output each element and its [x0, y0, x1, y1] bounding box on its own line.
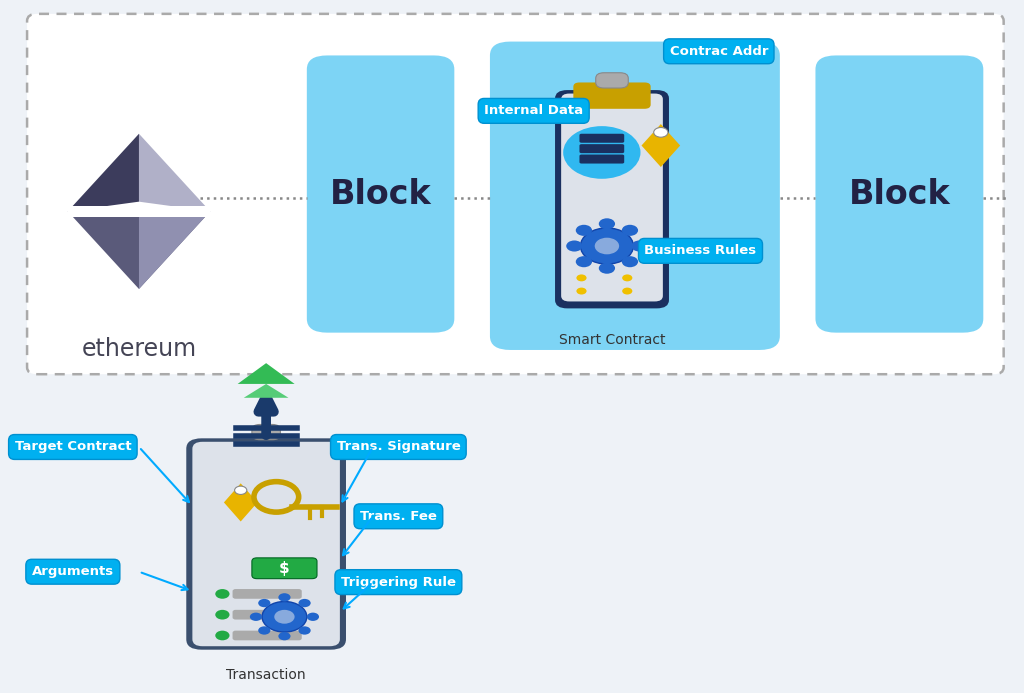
Circle shape [298, 599, 310, 607]
Circle shape [563, 126, 640, 179]
Text: Trans. Signature: Trans. Signature [337, 441, 460, 453]
Text: Business Rules: Business Rules [644, 245, 757, 257]
Circle shape [258, 626, 270, 635]
Circle shape [632, 240, 647, 252]
Circle shape [622, 225, 638, 236]
Circle shape [566, 240, 583, 252]
Circle shape [599, 218, 615, 229]
Circle shape [274, 610, 295, 624]
Text: Block: Block [330, 177, 431, 211]
FancyBboxPatch shape [815, 55, 983, 333]
Text: ethereum: ethereum [82, 337, 197, 362]
Circle shape [215, 589, 229, 599]
Text: Contrac Addr: Contrac Addr [670, 45, 768, 58]
Text: Transaction: Transaction [226, 668, 306, 683]
Circle shape [599, 263, 615, 274]
Polygon shape [238, 363, 295, 384]
Circle shape [234, 486, 247, 495]
Circle shape [575, 256, 592, 267]
FancyBboxPatch shape [252, 424, 281, 440]
FancyBboxPatch shape [580, 155, 625, 164]
FancyBboxPatch shape [232, 589, 302, 599]
FancyBboxPatch shape [232, 631, 302, 640]
Text: Target Contract: Target Contract [14, 441, 131, 453]
Polygon shape [68, 206, 210, 217]
Polygon shape [68, 134, 139, 211]
Circle shape [653, 128, 668, 137]
Circle shape [258, 599, 270, 607]
Circle shape [215, 631, 229, 640]
Polygon shape [68, 211, 210, 289]
FancyBboxPatch shape [596, 73, 629, 88]
Text: Triggering Rule: Triggering Rule [341, 576, 456, 588]
FancyBboxPatch shape [232, 610, 302, 620]
Circle shape [262, 602, 307, 632]
Circle shape [215, 610, 229, 620]
Circle shape [622, 256, 638, 267]
Circle shape [595, 238, 620, 254]
Text: Block: Block [849, 177, 950, 211]
Circle shape [623, 274, 633, 281]
Circle shape [307, 613, 319, 621]
FancyBboxPatch shape [252, 558, 317, 579]
FancyBboxPatch shape [580, 144, 625, 153]
FancyBboxPatch shape [193, 442, 340, 646]
FancyBboxPatch shape [27, 14, 1004, 374]
Circle shape [577, 288, 587, 295]
Polygon shape [224, 484, 257, 521]
FancyBboxPatch shape [489, 42, 780, 350]
Text: Smart Contract: Smart Contract [559, 333, 666, 346]
Circle shape [279, 593, 291, 602]
Circle shape [623, 288, 633, 295]
FancyBboxPatch shape [555, 90, 669, 308]
Text: Arguments: Arguments [32, 565, 114, 578]
Text: $: $ [280, 561, 290, 576]
FancyBboxPatch shape [186, 439, 346, 650]
Polygon shape [244, 384, 289, 398]
Circle shape [581, 228, 634, 264]
Circle shape [250, 613, 262, 621]
Circle shape [577, 274, 587, 281]
Text: Trans. Fee: Trans. Fee [360, 510, 437, 523]
Circle shape [298, 626, 310, 635]
Text: Internal Data: Internal Data [484, 105, 584, 117]
Polygon shape [139, 211, 210, 289]
FancyBboxPatch shape [580, 134, 625, 143]
Polygon shape [139, 134, 210, 211]
FancyBboxPatch shape [561, 94, 663, 301]
FancyBboxPatch shape [573, 82, 650, 109]
Circle shape [279, 632, 291, 640]
Polygon shape [641, 124, 680, 167]
Circle shape [575, 225, 592, 236]
FancyBboxPatch shape [307, 55, 455, 333]
